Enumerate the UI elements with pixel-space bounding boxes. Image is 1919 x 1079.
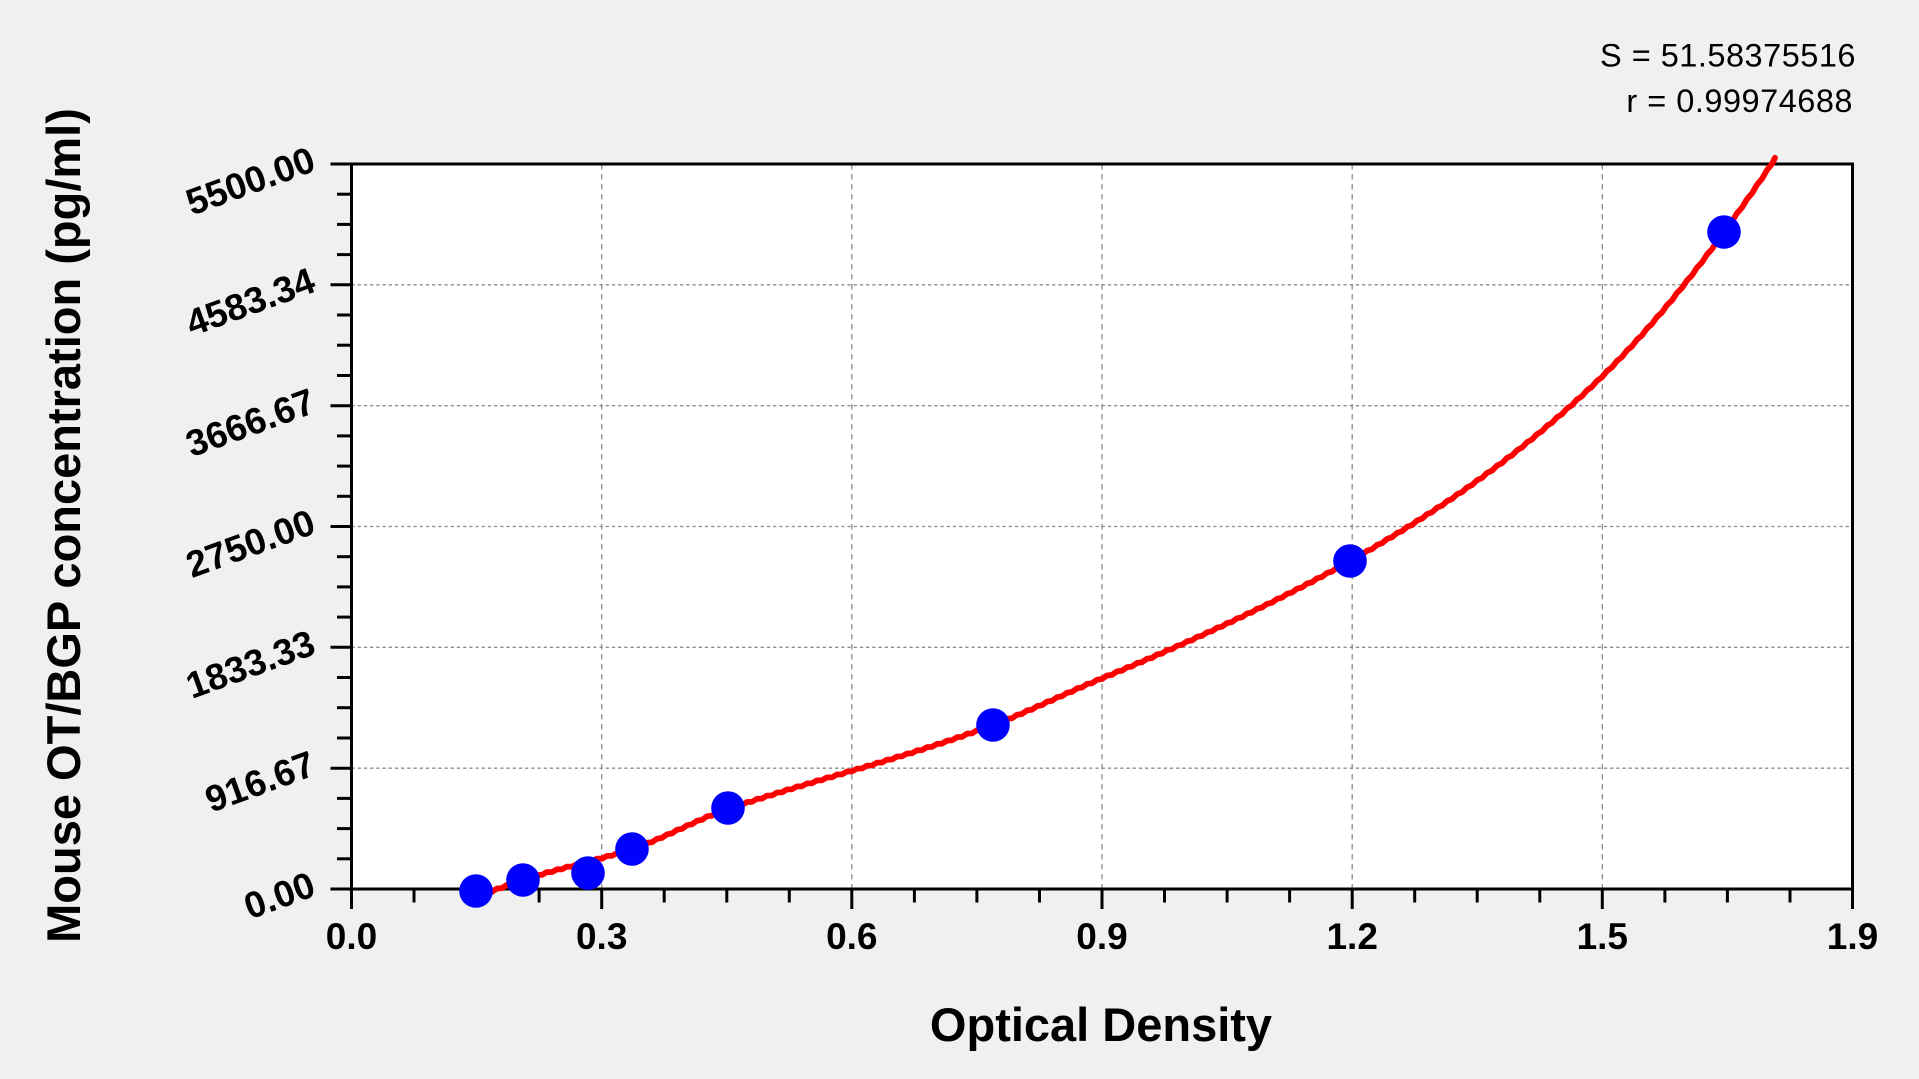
svg-text:4583.34: 4583.34 <box>181 260 321 344</box>
svg-text:0.00: 0.00 <box>239 864 321 927</box>
svg-text:1.9: 1.9 <box>1827 916 1878 957</box>
svg-text:5500.00: 5500.00 <box>181 139 321 223</box>
svg-text:2750.00: 2750.00 <box>181 501 321 585</box>
svg-text:Mouse OT/BGP concentration (pg: Mouse OT/BGP concentration (pg/ml) <box>37 108 90 943</box>
svg-text:3666.67: 3666.67 <box>181 381 321 465</box>
svg-text:0.9: 0.9 <box>1076 916 1127 957</box>
svg-text:916.67: 916.67 <box>200 743 320 820</box>
svg-text:0.6: 0.6 <box>826 916 877 957</box>
svg-text:S = 51.58375516: S = 51.58375516 <box>1600 38 1856 74</box>
svg-text:1.2: 1.2 <box>1326 916 1377 957</box>
svg-text:0.3: 0.3 <box>576 916 627 957</box>
svg-text:1833.33: 1833.33 <box>181 622 321 706</box>
svg-text:1.5: 1.5 <box>1577 916 1628 957</box>
svg-text:r = 0.99974688: r = 0.99974688 <box>1626 83 1853 119</box>
svg-text:Optical Density: Optical Density <box>930 998 1272 1051</box>
svg-text:0.0: 0.0 <box>326 916 377 957</box>
